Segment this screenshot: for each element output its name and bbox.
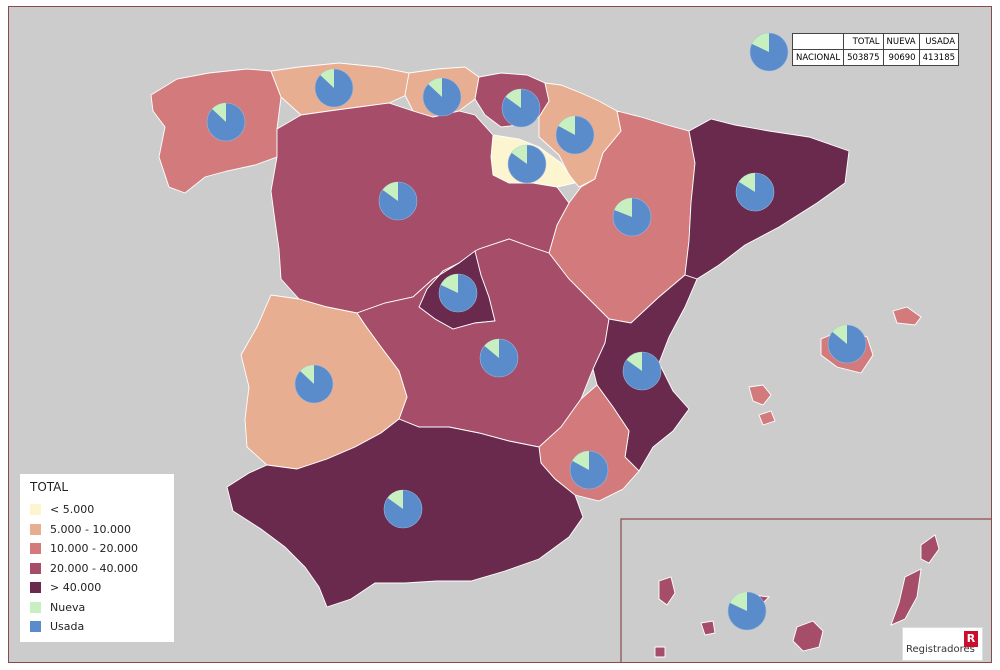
table-header-blank <box>791 33 845 50</box>
table-row-label: NACIONAL <box>791 49 845 66</box>
region-baleares-formentera <box>758 410 776 426</box>
pie-nacional <box>749 32 789 72</box>
pie-extremadura <box>294 364 334 404</box>
pie-slice-nueva <box>440 274 458 293</box>
legend-item-label: Nueva <box>50 600 86 614</box>
pie-madrid <box>438 273 478 313</box>
legend-item-label: < 5.000 <box>50 503 95 517</box>
legend-item-label: > 40.000 <box>50 581 102 595</box>
pie-murcia <box>569 450 609 490</box>
pie-slice-nueva <box>572 451 589 470</box>
region-canarias-gran-canaria <box>792 620 824 652</box>
square-swatch-icon <box>30 504 41 516</box>
pie-slice-nueva <box>626 352 642 371</box>
pie-la-rioja <box>507 144 547 184</box>
region-canarias-hierro <box>654 646 666 658</box>
legend-item-label: 20.000 - 40.000 <box>50 561 138 575</box>
table-cell-usada: 413185 <box>918 49 960 66</box>
registradores-logo: Registradores R <box>902 627 983 661</box>
pie-aragon <box>612 197 652 237</box>
pie-slice-nueva <box>558 116 575 135</box>
table-header-nueva: NUEVA <box>882 33 920 50</box>
square-swatch-icon <box>30 562 41 574</box>
pie-slice-nueva <box>300 365 314 384</box>
pie-andalucia <box>383 489 423 529</box>
pie-slice-nueva <box>382 182 398 201</box>
square-swatch-icon <box>30 601 41 613</box>
legend-item: Usada <box>30 617 164 637</box>
logo-mark-icon: R <box>964 631 978 647</box>
pie-navarra <box>555 115 595 155</box>
pie-slice-nueva <box>505 89 521 108</box>
region-canarias-lanzarote <box>920 534 940 564</box>
pie-slice-nueva <box>484 339 499 358</box>
legend-item: 5.000 - 10.000 <box>30 520 164 540</box>
pies-layer <box>206 32 867 631</box>
table-cell-total: 503875 <box>843 49 884 66</box>
logo-text: Registradores <box>906 644 975 655</box>
pie-slice-nueva <box>832 325 847 344</box>
region-canarias-la-palma <box>658 576 676 606</box>
pie-slice-nueva <box>387 490 403 509</box>
region-baleares-ibiza <box>748 384 772 406</box>
summary-table: TOTAL NUEVA USADA NACIONAL 503875 90690 … <box>791 33 960 66</box>
pie-slice-nueva <box>511 145 527 164</box>
pie-slice-nueva <box>428 78 442 97</box>
pie-cataluna <box>735 172 775 212</box>
square-swatch-icon <box>30 582 41 594</box>
legend-item: < 5.000 <box>30 500 164 520</box>
legend-item: 10.000 - 20.000 <box>30 539 164 559</box>
pie-castilla-la-mancha <box>479 338 519 378</box>
region-castilla-y-leon <box>270 102 570 314</box>
pie-slice-nueva <box>729 592 747 611</box>
square-swatch-icon <box>30 523 41 535</box>
regions-layer <box>150 62 991 662</box>
table-cell-nueva: 90690 <box>882 49 920 66</box>
pie-slice-nueva <box>614 198 632 217</box>
map-frame: TOTAL NUEVA USADA NACIONAL 503875 90690 … <box>8 6 992 663</box>
legend-item: Nueva <box>30 598 164 618</box>
square-swatch-icon <box>30 543 41 555</box>
pie-baleares <box>827 324 867 364</box>
legend-item-label: Usada <box>50 620 85 634</box>
pie-canarias <box>727 591 767 631</box>
table-header-usada: USADA <box>918 33 960 50</box>
legend-item-label: 10.000 - 20.000 <box>50 542 138 556</box>
pie-asturias <box>314 68 354 108</box>
pie-castilla-y-leon <box>378 181 418 221</box>
pie-slice-nueva <box>320 69 334 88</box>
legend-item: > 40.000 <box>30 578 164 598</box>
pie-cantabria <box>422 77 462 117</box>
map-legend: TOTAL < 5.000 5.000 - 10.000 10.000 - 20… <box>19 473 175 643</box>
region-baleares-menorca <box>892 306 922 326</box>
legend-item-label: 5.000 - 10.000 <box>50 522 131 536</box>
pie-slice-nueva <box>738 173 755 192</box>
pie-slice-nueva <box>751 33 769 52</box>
region-canarias-gomera <box>700 620 716 636</box>
pie-galicia <box>206 102 246 142</box>
pie-comunidad-valenciana <box>622 351 662 391</box>
legend-title: TOTAL <box>30 480 69 494</box>
region-canarias-fuerteventura <box>890 568 922 626</box>
choropleth-map <box>150 32 991 662</box>
table-header-total: TOTAL <box>843 33 884 50</box>
pie-pais-vasco <box>501 88 541 128</box>
square-swatch-icon <box>30 621 41 633</box>
pie-slice-nueva <box>212 103 226 122</box>
legend-item: 20.000 - 40.000 <box>30 559 164 579</box>
